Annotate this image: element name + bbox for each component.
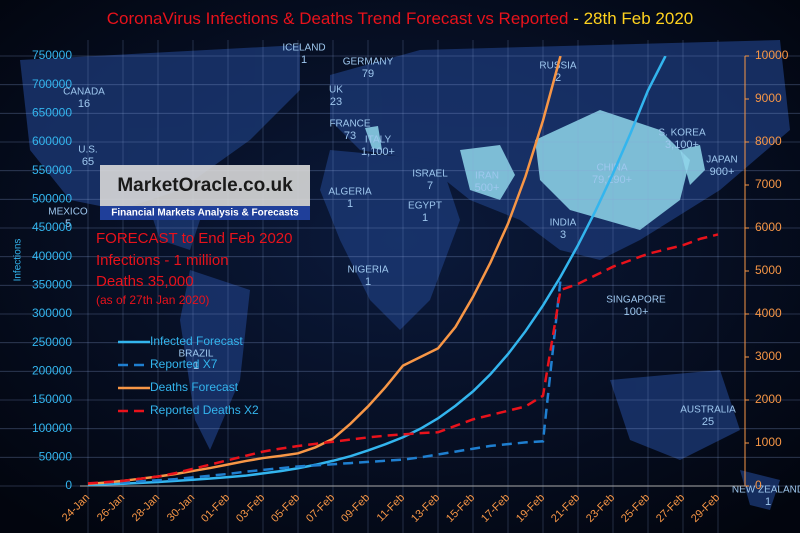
map-country: INDIA [550,218,577,229]
map-country: NIGERIA [347,265,388,276]
map-count: 2 [555,72,561,84]
y-tick-label: 200000 [32,364,72,378]
map-count: 23 [330,96,342,108]
map-country: AUSTRALIA [680,405,736,416]
y-tick-label: 150000 [32,392,72,406]
series-line [87,233,719,485]
map-count: 79,290+ [592,174,632,186]
annotation: (as of 27th Jan 2020) [96,293,209,307]
legend-label: Reported X7 [150,357,218,371]
y2-tick-label: 10000 [755,48,789,62]
map-count: 65 [82,156,94,168]
y-tick-label: 500000 [32,192,72,206]
y2-tick-label: 6000 [755,220,782,234]
y-tick-label: 100000 [32,421,72,435]
plot [87,56,719,486]
map-country: SINGAPORE [606,295,666,306]
map-count: 1 [422,212,428,224]
map-country: JAPAN [706,155,738,166]
logo-tagline: Financial Markets Analysis & Forecasts [111,208,299,219]
map-count: 3 [560,229,566,241]
y-tick-label: 700000 [32,77,72,91]
map-count: 16 [78,98,90,110]
map-count: 1 [301,54,307,66]
y-tick-label: 0 [65,478,72,492]
map-count: 1 [765,496,771,508]
map-country: EGYPT [408,201,442,212]
map-country: U.S. [78,145,97,156]
y2-tick-label: 3000 [755,349,782,363]
title-main: CoronaVirus Infections & Deaths Trend Fo… [107,9,569,28]
map-country: ISRAEL [412,169,448,180]
japan-highlight [680,145,705,185]
map-count: 79 [362,68,374,80]
map-country: MEXICO [48,207,88,218]
legend-label: Deaths Forecast [150,380,239,394]
map-country: CHINA [596,163,627,174]
legend-label: Infected Forecast [150,334,243,348]
title-date: - 28th Feb 2020 [573,9,693,28]
logo: MarketOracle.co.uk Financial Markets Ana… [100,165,310,220]
y-tick-label: 250000 [32,335,72,349]
annotation: Deaths 35,000 [96,273,194,290]
map-count: 1 [347,198,353,210]
y-tick-label: 600000 [32,134,72,148]
map-country: S. KOREA [658,128,706,139]
y-tick-label: 550000 [32,163,72,177]
map-count: 900+ [710,166,735,178]
map-count: 7 [427,180,433,192]
y-tick-label: 50000 [39,450,73,464]
y-tick-label: 450000 [32,220,72,234]
map-country: ALGERIA [328,187,372,198]
annotations: FORECAST to End Feb 2020 Infections - 1 m… [96,230,293,307]
y-axis-label: Infections [13,239,24,282]
map-country: ITALY [365,135,392,146]
iran-highlight [460,145,515,200]
y-tick-label: 750000 [32,48,72,62]
legend-label: Reported Deaths X2 [150,403,259,417]
map-country: ICELAND [282,43,325,54]
map-country: GERMANY [343,57,394,68]
y-tick-label: 400000 [32,249,72,263]
y2-tick-label: 4000 [755,306,782,320]
y2-tick-label: 1000 [755,435,782,449]
map-count: 1,100+ [361,146,395,158]
map-country: UK [329,85,343,96]
map-country: CANADA [63,87,105,98]
y2-tick-label: 9000 [755,91,782,105]
annotation: FORECAST to End Feb 2020 [96,230,293,247]
logo-name: MarketOracle.co.uk [117,175,293,196]
y2-tick-label: 7000 [755,177,782,191]
map-country: BRAZIL [178,349,213,360]
map-country: FRANCE [329,119,370,130]
italy-highlight [365,126,382,150]
y2-tick-label: 5000 [755,263,782,277]
china-highlight [535,110,690,230]
series-line [87,56,667,486]
map-count: 5 [65,218,71,230]
legend: Infected Forecast Reported X7 Deaths Forec… [118,334,259,417]
map-count: 100+ [624,306,649,318]
map-count: 1 [365,276,371,288]
annotation: Infections - 1 million [96,252,229,269]
y-tick-label: 300000 [32,306,72,320]
y-tick-label: 350000 [32,278,72,292]
map-count: 25 [702,416,714,428]
chart-title: CoronaVirus Infections & Deaths Trend Fo… [107,9,694,28]
map-country: IRAN [475,171,499,182]
map-count: 3,100+ [665,139,699,151]
y-tick-label: 650000 [32,106,72,120]
map-count: 73 [344,130,356,142]
y2-tick-label: 2000 [755,392,782,406]
y2-tick-label: 8000 [755,134,782,148]
map-country: NEW ZEALAND [732,485,800,496]
map-count: 1 [193,360,199,372]
map-count: 500+ [475,182,500,194]
logo-band [100,206,310,220]
y2-tick-label: 0 [755,478,762,492]
